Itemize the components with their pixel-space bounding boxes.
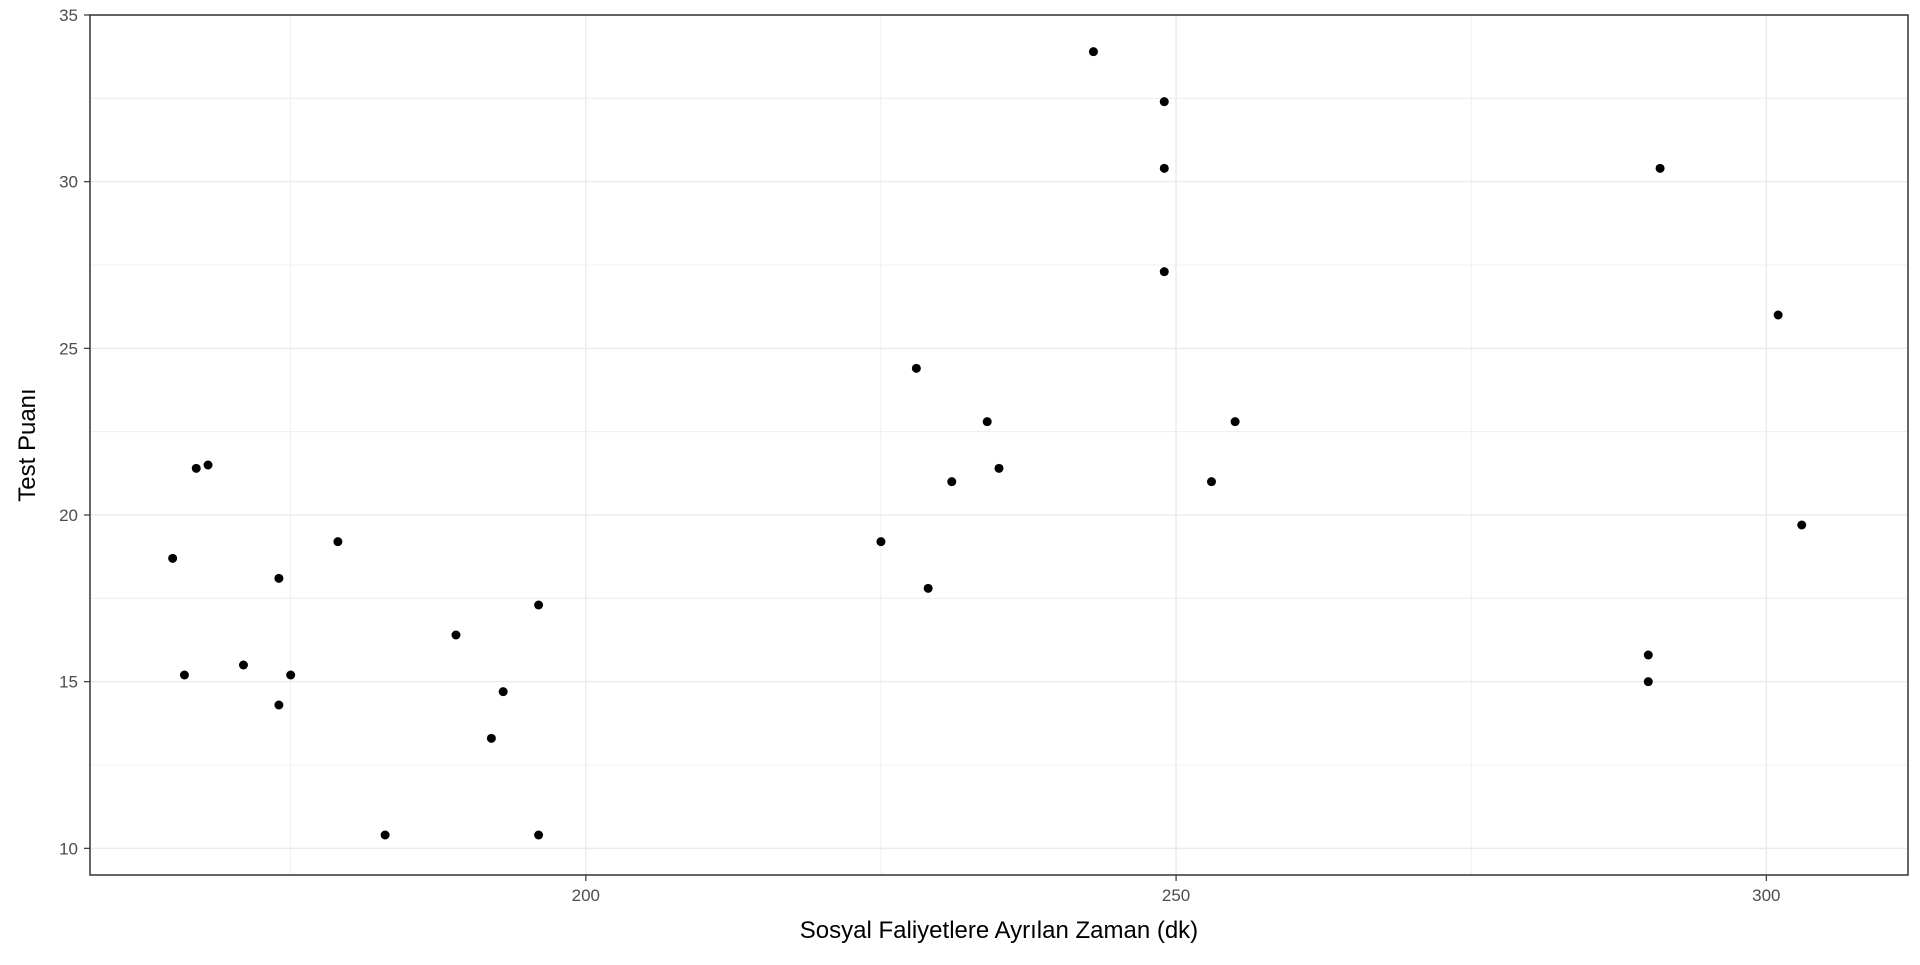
x-tick-label: 300 [1752, 886, 1780, 905]
y-tick-label: 20 [59, 506, 78, 525]
scatter-point [1159, 267, 1169, 277]
y-tick-label: 10 [59, 839, 78, 858]
scatter-point [911, 363, 921, 373]
data-points [168, 47, 1807, 840]
scatter-point [1206, 477, 1216, 487]
scatter-point [203, 460, 213, 470]
scatter-point [1643, 650, 1653, 660]
y-axis: 10 15 20 25 30 35 [59, 6, 90, 858]
y-tick-label: 30 [59, 173, 78, 192]
x-tick-label: 200 [572, 886, 600, 905]
y-tick-label: 25 [59, 339, 78, 358]
scatter-point [179, 670, 189, 680]
scatter-point [534, 830, 544, 840]
scatter-point [1159, 163, 1169, 173]
y-tick-label: 15 [59, 673, 78, 692]
scatter-point [274, 573, 284, 583]
scatter-point [923, 583, 933, 593]
y-tick-label: 35 [59, 6, 78, 25]
scatter-point [994, 463, 1004, 473]
panel-border [89, 14, 1909, 876]
scatter-point [982, 417, 992, 427]
scatter-point [534, 600, 544, 610]
minor-grid [90, 15, 1908, 875]
scatter-point [191, 463, 201, 473]
scatter-point [1655, 163, 1665, 173]
scatter-point [333, 537, 343, 547]
y-axis-title: Test Puanı [14, 388, 41, 501]
scatter-point [168, 553, 178, 563]
scatter-point [876, 537, 886, 547]
scatter-point [1159, 97, 1169, 107]
scatter-point [274, 700, 284, 710]
x-tick-label: 250 [1162, 886, 1190, 905]
scatter-point [1230, 417, 1240, 427]
scatter-point [1797, 520, 1807, 530]
scatter-point [498, 687, 508, 697]
x-axis: 200 250 300 [572, 875, 1781, 905]
scatter-point [286, 670, 296, 680]
scatter-point [1643, 677, 1653, 687]
panel-background [90, 15, 1908, 875]
scatter-point [486, 733, 496, 743]
scatter-point [451, 630, 461, 640]
scatter-point [380, 830, 390, 840]
scatter-point [947, 477, 957, 487]
scatter-point [1088, 47, 1098, 57]
x-axis-title: Sosyal Faliyetlere Ayrılan Zaman (dk) [800, 917, 1198, 944]
scatter-point [238, 660, 248, 670]
scatter-point [1773, 310, 1783, 320]
